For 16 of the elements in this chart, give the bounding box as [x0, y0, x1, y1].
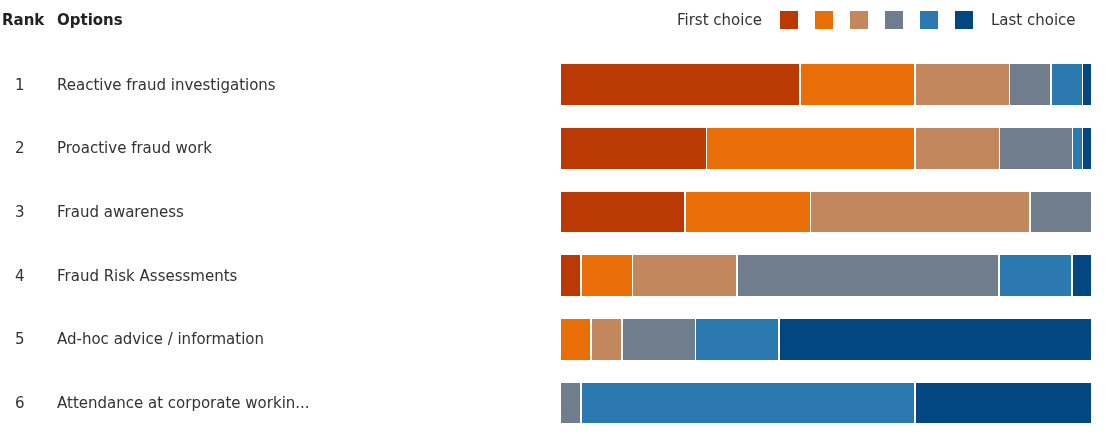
y-tick-label: Reactive fraud investigations [57, 76, 276, 94]
text: 6 [15, 394, 25, 412]
legend-label: Last choice [991, 11, 1076, 29]
text: 3 [15, 203, 25, 221]
y-tick-label: Proactive fraud work [57, 139, 213, 157]
y-tick-label: Fraud awareness [57, 203, 184, 221]
text: Rank [2, 11, 46, 29]
text: 4 [15, 267, 25, 285]
y-tick-label: Fraud Risk Assessments [57, 267, 238, 285]
text: First choice [677, 11, 762, 29]
text: 2 [15, 139, 25, 157]
y-axis-title: Options [57, 11, 123, 29]
text: 5 [15, 330, 25, 348]
text: 1 [15, 76, 25, 94]
y-tick-label: Ad-hoc advice / information [57, 330, 265, 348]
y-tick-label: Attendance at corporate workin... [57, 394, 310, 412]
